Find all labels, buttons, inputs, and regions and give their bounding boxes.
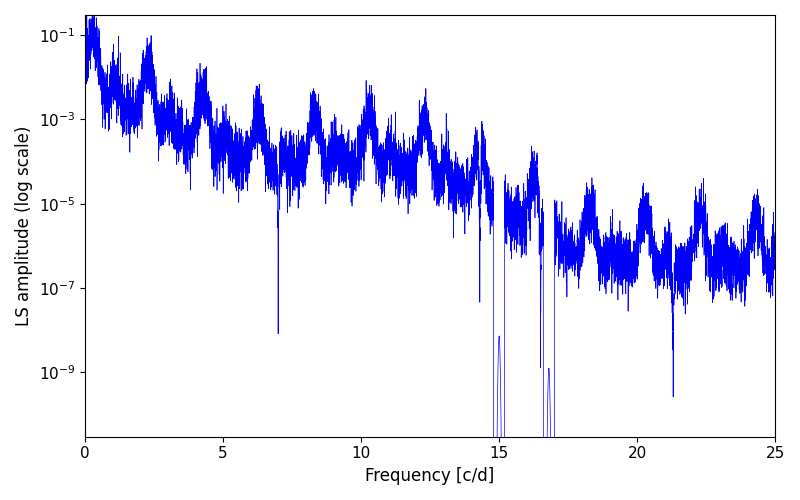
Y-axis label: LS amplitude (log scale): LS amplitude (log scale) (15, 126, 33, 326)
X-axis label: Frequency [c/d]: Frequency [c/d] (366, 467, 494, 485)
